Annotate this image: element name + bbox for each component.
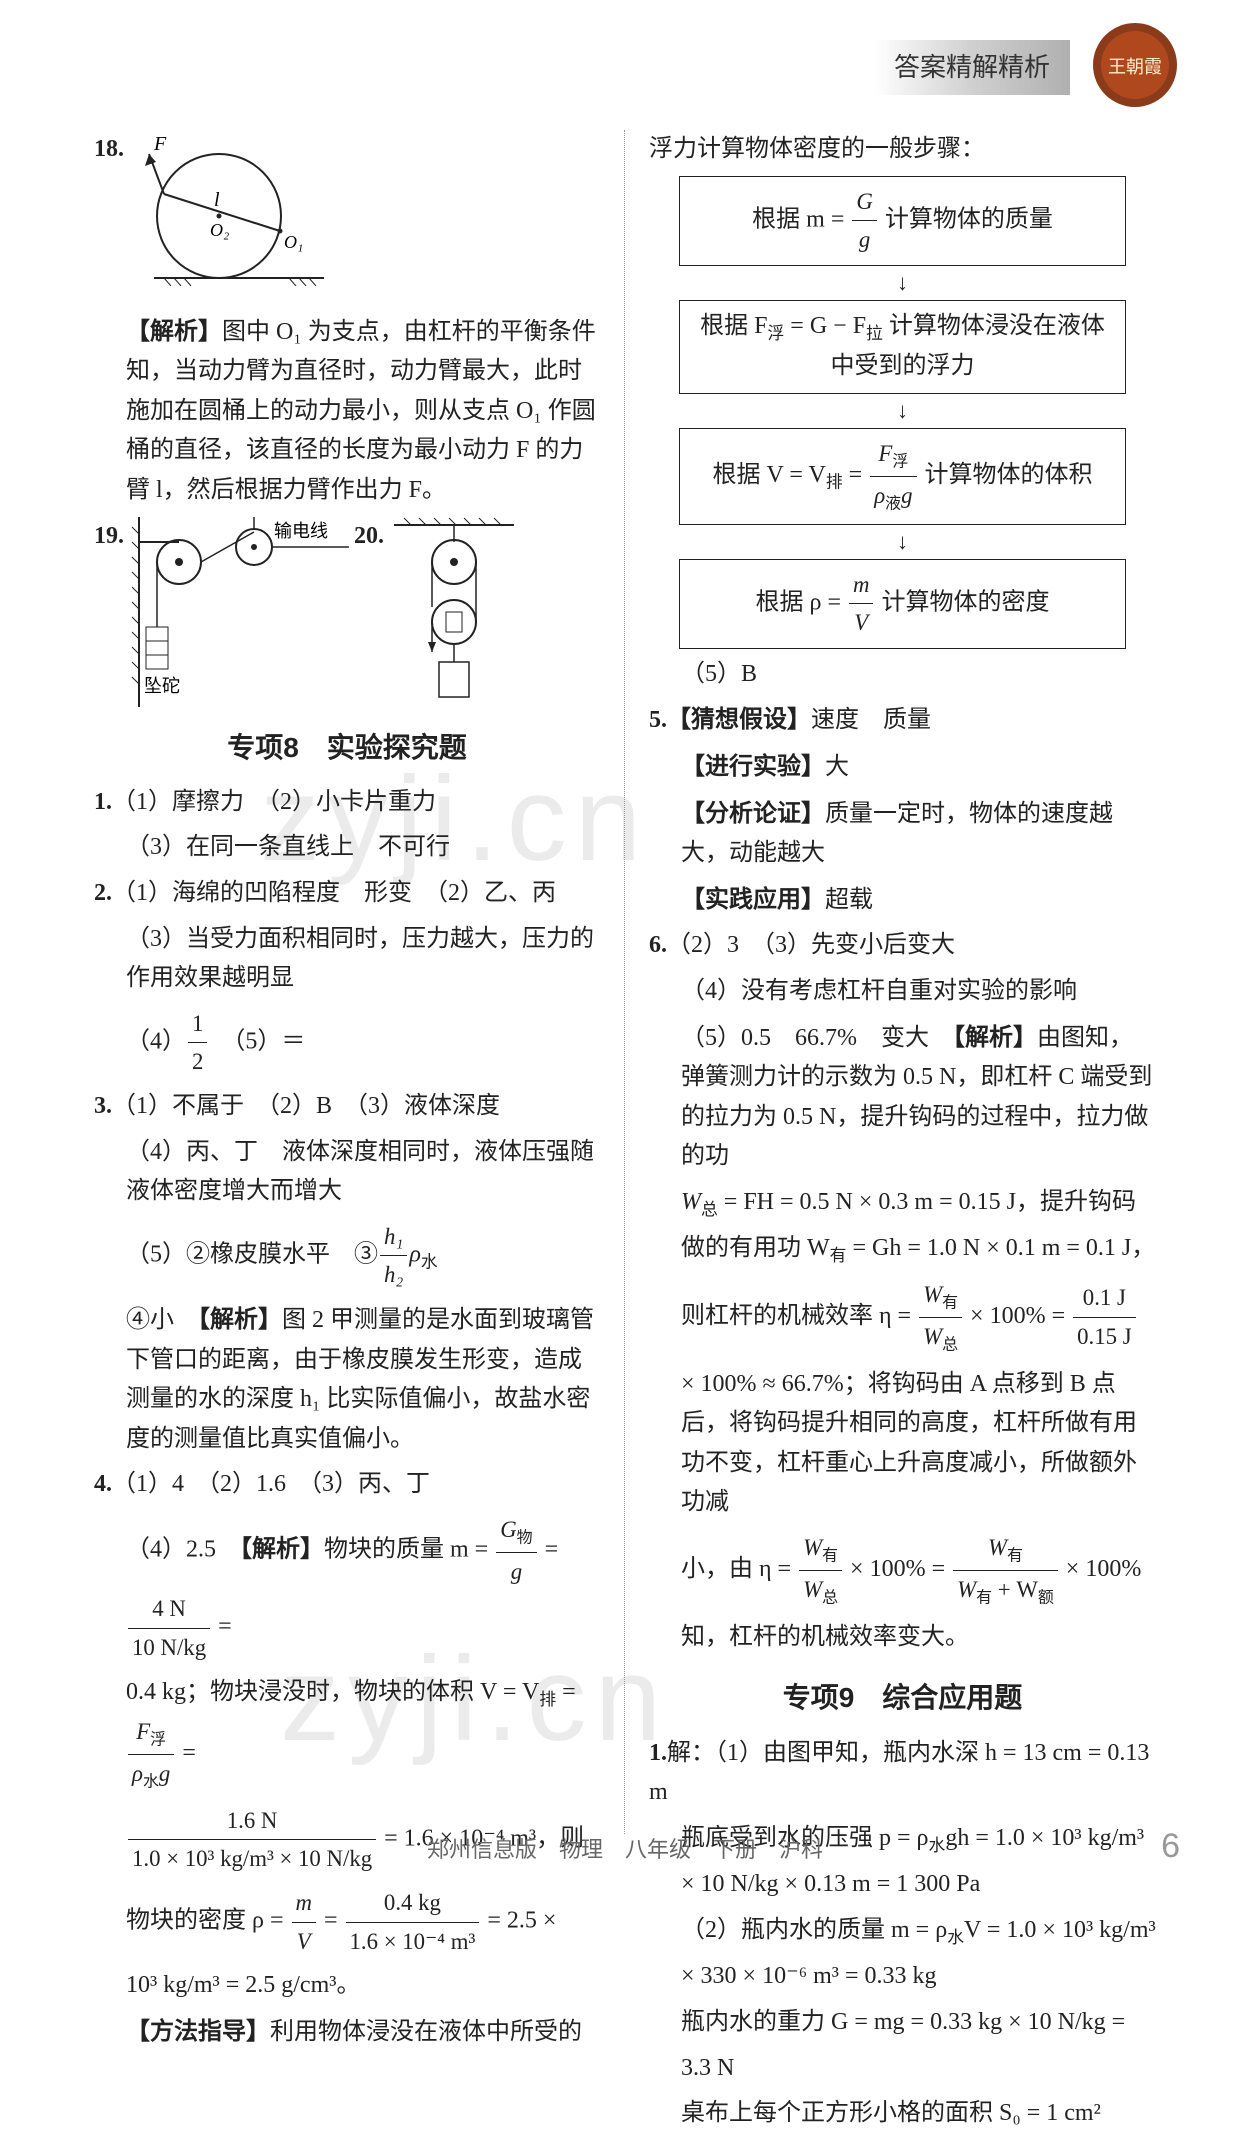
s9q1-p5: × 330 × 10⁻⁶ m³ = 0.33 kg xyxy=(649,1957,1156,1997)
q20-num: 20. xyxy=(354,517,384,557)
seal-badge: 王朝霞 xyxy=(1090,20,1180,110)
s8q4: 4.（1）4 （2）1.6 （3）丙、丁 xyxy=(94,1465,600,1505)
s8q3-p2: （4）丙、丁 液体深度相同时，液体压强随液体密度增大而增大 xyxy=(94,1133,600,1212)
q18-diagram: F l O₂ O₁ xyxy=(134,136,324,286)
s9q1-p4: （2）瓶内水的质量 m = ρ水V = 1.0 × 10³ kg/m³ xyxy=(649,1911,1156,1952)
q19-num: 19. xyxy=(94,517,124,557)
label-l: l xyxy=(214,189,220,211)
flow-box-4: 根据 ρ = mV 计算物体的密度 xyxy=(679,559,1126,649)
s8q2-p2: （3）当受力面积相同时，压力越大，压力的作用效果越明显 xyxy=(94,920,600,999)
q18: 18. F l O₂ O₁ xyxy=(94,130,600,306)
s8q4-p5: 物块的密度 ρ = mV = 0.4 kg1.6 × 10⁻⁴ m³ = 2.5… xyxy=(94,1884,600,1960)
s8q4-p2: （4）2.5 【解析】物块的质量 m = G物g = 4 N10 N/kg = xyxy=(94,1511,600,1667)
s8q5-p4: 【实践应用】超载 xyxy=(649,880,1156,921)
s8q3-p4: ④小 【解析】图 2 甲测量的是水面到玻璃管下管口的距离，由于橡皮膜发生形变，造… xyxy=(94,1300,600,1459)
s8q6-p8: 小，由 η = W有W总 × 100% = W有W有 + W额 × 100% xyxy=(649,1529,1156,1612)
s8q6-p6: 则杠杆的机械效率 η = W有W总 × 100% = 0.1 J0.15 J xyxy=(649,1276,1156,1359)
s8q2: 2.（1）海绵的凹陷程度 形变 （2）乙、丙 xyxy=(94,874,600,914)
arrow-2: ↓ xyxy=(649,400,1156,422)
content-columns: 18. F l O₂ O₁ xyxy=(80,130,1170,1834)
s8q1-p2: （3）在同一条直线上 不可行 xyxy=(94,828,600,868)
q18-jiexi: 【解析】图中 O₁ 为支点，由杠杆的平衡条件知，当动力臂为直径时，动力臂最大，此… xyxy=(94,312,600,511)
q18-num: 18. xyxy=(94,136,124,162)
s8q3: 3.（1）不属于 （2）B （3）液体深度 xyxy=(94,1087,600,1127)
s8q2-p3: （4）12 （5）＝ xyxy=(94,1005,600,1081)
s8q6: 6.（2）3 （3）先变小后变大 xyxy=(649,926,1156,966)
flow-intro: 浮力计算物体密度的一般步骤： xyxy=(649,130,1156,170)
flow-box-2: 根据 F浮 = G − F拉 计算物体浸没在液体中受到的浮力 xyxy=(679,300,1126,394)
flow-box-3: 根据 V = V排 = F浮ρ液g 计算物体的体积 xyxy=(679,428,1126,525)
label-O2: O₂ xyxy=(210,220,229,240)
arrow-3: ↓ xyxy=(649,531,1156,553)
s8q6-p9: 知，杠杆的机械效率变大。 xyxy=(649,1618,1156,1658)
s8q6-p5: 做的有用功 W有 = Gh = 1.0 N × 0.1 m = 0.1 J， xyxy=(649,1229,1156,1270)
arrow-1: ↓ xyxy=(649,272,1156,294)
section9-title: 专项9 综合应用题 xyxy=(649,1675,1156,1721)
right-column: 浮力计算物体密度的一般步骤： 根据 m = Gg 计算物体的质量 ↓ 根据 F浮… xyxy=(625,130,1170,1834)
s8q6-p2: （4）没有考虑杠杆自重对实验的影响 xyxy=(649,972,1156,1012)
section8-title: 专项8 实验探究题 xyxy=(94,725,600,771)
q19-q20-row: 19. 坠砣 输电线 20. xyxy=(94,517,600,707)
s8q6-p7: × 100% ≈ 66.7%；将钩码由 A 点移到 B 点后，将钩码提升相同的高… xyxy=(649,1365,1156,1523)
label-line: 输电线 xyxy=(274,521,328,541)
s8q6-p4: W总 = FH = 0.5 N × 0.3 m = 0.15 J，提升钩码 xyxy=(649,1183,1156,1224)
left-column: 18. F l O₂ O₁ xyxy=(80,130,625,1834)
s9q1-p6: 瓶内水的重力 G = mg = 0.33 kg × 10 N/kg = xyxy=(649,2003,1156,2043)
s8q4-p7: 【方法指导】利用物体浸没在液体中所受的 xyxy=(94,2012,600,2053)
header-title: 答案精解精析 xyxy=(874,40,1070,95)
s8q4-5: （5）B xyxy=(649,655,1156,695)
s8q5-p3: 【分析论证】质量一定时，物体的速度越大，动能越大 xyxy=(649,794,1156,874)
label-O1: O₁ xyxy=(284,232,303,252)
seal-text: 王朝霞 xyxy=(1108,57,1162,77)
label-weight: 坠砣 xyxy=(144,676,180,696)
s8q5-p2: 【进行实验】大 xyxy=(649,747,1156,788)
q19-diagram: 坠砣 输电线 xyxy=(124,517,354,707)
flow-box-1: 根据 m = Gg 计算物体的质量 xyxy=(679,176,1126,266)
s8q3-p3: （5）②橡皮膜水平 ③h₁h₂ρ水 xyxy=(94,1218,600,1294)
s8q1: 1.（1）摩擦力 （2）小卡片重力 xyxy=(94,783,600,823)
footer-text: 郑州信息版 物理 八年级 下册 沪科 xyxy=(0,1832,1250,1868)
s9q1-p8: 桌布上每个正方形小格的面积 S₀ = 1 cm² xyxy=(649,2094,1156,2134)
s9q1: 1.解：（1）由图甲知，瓶内水深 h = 13 cm = 0.13 m xyxy=(649,1734,1156,1813)
s8q5: 5.【猜想假设】速度 质量 xyxy=(649,700,1156,741)
s9q1-p7: 3.3 N xyxy=(649,2049,1156,2089)
s8q6-p3: （5）0.5 66.7% 变大 【解析】由图知，弹簧测力计的示数为 0.5 N，… xyxy=(649,1018,1156,1177)
s9q1-p3: × 10 N/kg × 0.13 m = 1 300 Pa xyxy=(649,1865,1156,1905)
s8q4-p3: 0.4 kg；物块浸没时，物块的体积 V = V排 = F浮ρ水g = xyxy=(94,1673,600,1796)
q20-diagram xyxy=(384,517,524,707)
s8q4-p6: 10³ kg/m³ = 2.5 g/cm³。 xyxy=(94,1966,600,2006)
label-F: F xyxy=(153,136,167,155)
page-number: 6 xyxy=(1161,1818,1180,1874)
